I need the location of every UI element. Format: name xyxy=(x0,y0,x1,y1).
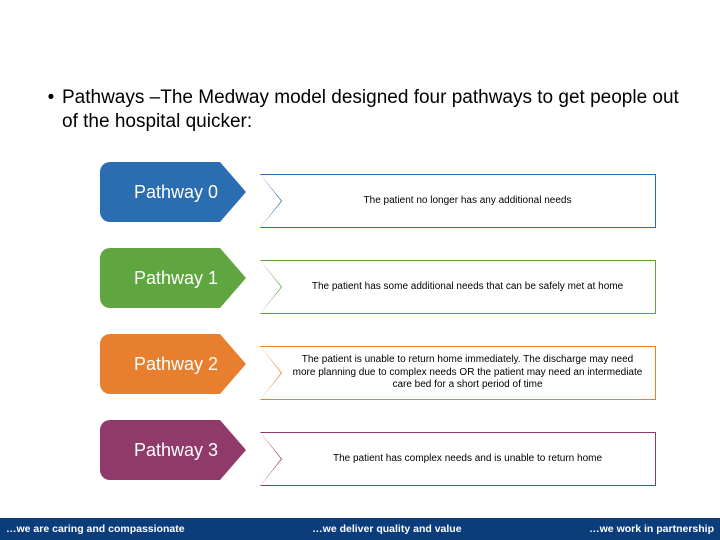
pathway-desc: The patient no longer has any additional… xyxy=(260,174,656,228)
pathway-desc: The patient has some additional needs th… xyxy=(260,260,656,314)
desc-notch xyxy=(260,260,281,314)
desc-notch xyxy=(260,174,281,228)
intro-body: Pathways –The Medway model designed four… xyxy=(62,86,680,134)
bullet-dot: • xyxy=(40,86,62,134)
pathway-label: Pathway 3 xyxy=(100,420,246,480)
desc-notch xyxy=(260,432,281,486)
footer-bar: …we are caring and compassionate …we del… xyxy=(0,518,720,540)
footer-left: …we are caring and compassionate xyxy=(6,523,185,535)
pathway-rows: Pathway 0 The patient no longer has any a… xyxy=(100,156,656,500)
desc-notch xyxy=(260,346,281,400)
footer-right: …we work in partnership xyxy=(589,523,714,535)
pathway-label: Pathway 0 xyxy=(100,162,246,222)
pathway-desc: The patient is unable to return home imm… xyxy=(260,346,656,400)
pathway-row: Pathway 3 The patient has complex needs a… xyxy=(100,414,656,486)
intro-text: • Pathways –The Medway model designed fo… xyxy=(40,86,680,134)
pathway-desc: The patient has complex needs and is una… xyxy=(260,432,656,486)
slide: • Pathways –The Medway model designed fo… xyxy=(0,0,720,540)
pathway-row: Pathway 2 The patient is unable to return… xyxy=(100,328,656,400)
footer-center: …we deliver quality and value xyxy=(312,523,461,535)
pathway-row: Pathway 0 The patient no longer has any a… xyxy=(100,156,656,228)
pathway-label: Pathway 2 xyxy=(100,334,246,394)
pathway-label: Pathway 1 xyxy=(100,248,246,308)
pathway-row: Pathway 1 The patient has some additional… xyxy=(100,242,656,314)
intro-bullet: • Pathways –The Medway model designed fo… xyxy=(40,86,680,134)
